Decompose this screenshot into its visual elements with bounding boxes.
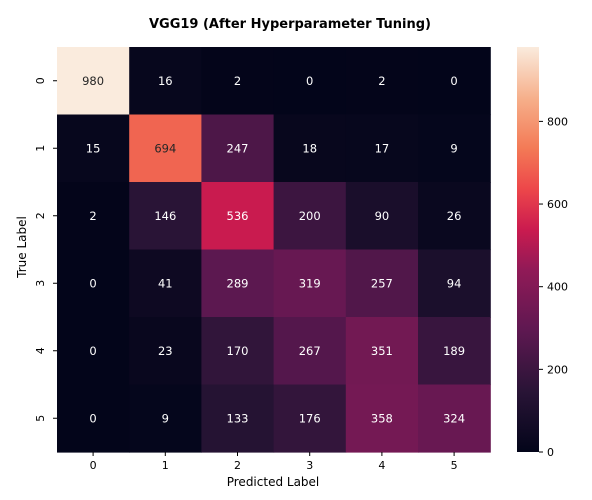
heatmap-cell: [201, 317, 275, 386]
colorbar-tick-label: 800: [547, 115, 568, 128]
colorbar-ticks: 0 200 400 600 800: [539, 115, 568, 459]
heatmap-cell: [201, 249, 275, 318]
cell-value-label: 2: [89, 209, 96, 223]
y-tick-label: 1: [34, 145, 47, 152]
heatmap-cell: [57, 182, 130, 251]
heatmap-cell: [345, 47, 419, 116]
cell-value-label: 9: [162, 411, 169, 425]
heatmap-cell: [129, 384, 202, 453]
heatmap-cell: [129, 317, 202, 386]
heatmap-cell: [57, 114, 130, 183]
heatmap-cell: [418, 47, 491, 116]
cell-value-label: 351: [371, 344, 393, 358]
heatmap-cell: [418, 384, 491, 453]
heatmap-cell: [57, 317, 130, 386]
x-axis-label: Predicted Label: [227, 475, 320, 489]
y-tick-label: 2: [34, 212, 47, 219]
y-tick-label: 3: [34, 280, 47, 287]
cell-value-label: 133: [227, 411, 249, 425]
colorbar-tick-label: 200: [547, 363, 568, 376]
y-tick-label: 4: [34, 347, 47, 354]
heatmap-cell: [345, 182, 419, 251]
heatmap-cell: [129, 47, 202, 116]
colorbar-tick-label: 0: [547, 446, 554, 459]
heatmap-cell: [345, 317, 419, 386]
cell-value-label: 0: [89, 411, 96, 425]
heatmap-cell: [418, 182, 491, 251]
cell-value-label: 267: [299, 344, 321, 358]
heatmap-cells: 980 16 2 0 2 015 694 247 18 17 92 146 536 200 90 260 41 2…: [57, 47, 491, 453]
cell-value-label: 15: [86, 141, 101, 155]
heatmap-cell: [418, 114, 491, 183]
heatmap-cell: [273, 384, 347, 453]
heatmap-cell: [201, 182, 275, 251]
cell-value-label: 200: [299, 209, 321, 223]
colorbar: [517, 47, 539, 452]
heatmap-cell: [273, 114, 347, 183]
cell-value-label: 2: [234, 74, 241, 88]
heatmap-cell: [345, 384, 419, 453]
heatmap-cell: [57, 384, 130, 453]
cell-value-label: 0: [450, 74, 457, 88]
heatmap-cell: [129, 114, 202, 183]
heatmap-cell: [129, 249, 202, 318]
x-tick-label: 0: [90, 459, 97, 472]
cell-value-label: 289: [227, 276, 249, 290]
cell-value-label: 2: [378, 74, 385, 88]
heatmap-cell: [273, 249, 347, 318]
cell-value-label: 23: [158, 344, 173, 358]
x-axis-ticks: 0 1 2 3 4 5: [90, 452, 458, 472]
cell-value-label: 0: [306, 74, 313, 88]
cell-value-label: 0: [89, 276, 96, 290]
heatmap-cell: [201, 384, 275, 453]
heatmap-cell: [57, 47, 130, 116]
cell-value-label: 9: [450, 141, 457, 155]
x-tick-label: 1: [162, 459, 169, 472]
cell-value-label: 170: [227, 344, 249, 358]
cell-value-label: 324: [443, 411, 465, 425]
cell-value-label: 0: [89, 344, 96, 358]
y-axis-ticks: 0 1 2 3 4 5: [34, 77, 57, 422]
cell-value-label: 694: [154, 141, 176, 155]
x-tick-label: 2: [234, 459, 241, 472]
heatmap-cell: [273, 317, 347, 386]
cell-value-label: 536: [227, 209, 249, 223]
heatmap-cell: [345, 114, 419, 183]
cell-value-label: 189: [443, 344, 465, 358]
heatmap-cell: [418, 317, 491, 386]
cell-value-label: 176: [299, 411, 321, 425]
cell-value-label: 94: [447, 276, 462, 290]
heatmap-cell: [273, 182, 347, 251]
heatmap-cell: [345, 249, 419, 318]
y-axis-label: True Label: [15, 216, 29, 279]
cell-value-label: 319: [299, 276, 321, 290]
heatmap-cell: [273, 47, 347, 116]
cell-value-label: 16: [158, 74, 173, 88]
colorbar-tick-label: 600: [547, 198, 568, 211]
heatmap-cell: [201, 114, 275, 183]
cell-value-label: 18: [302, 141, 317, 155]
cell-value-label: 41: [158, 276, 173, 290]
x-tick-label: 3: [306, 459, 313, 472]
y-tick-label: 5: [34, 415, 47, 422]
heatmap-cell: [418, 249, 491, 318]
cell-value-label: 247: [227, 141, 249, 155]
cell-value-label: 90: [375, 209, 390, 223]
cell-value-label: 257: [371, 276, 393, 290]
cell-value-label: 17: [375, 141, 390, 155]
chart-title: VGG19 (After Hyperparameter Tuning): [149, 17, 431, 32]
cell-value-label: 146: [154, 209, 176, 223]
x-tick-label: 4: [378, 459, 385, 472]
heatmap-cell: [129, 182, 202, 251]
cell-value-label: 980: [82, 74, 104, 88]
y-tick-label: 0: [34, 77, 47, 84]
x-tick-label: 5: [451, 459, 458, 472]
heatmap-cell: [201, 47, 275, 116]
cell-value-label: 26: [447, 209, 462, 223]
colorbar-tick-label: 400: [547, 281, 568, 294]
cell-value-label: 358: [371, 411, 393, 425]
heatmap-cell: [57, 249, 130, 318]
